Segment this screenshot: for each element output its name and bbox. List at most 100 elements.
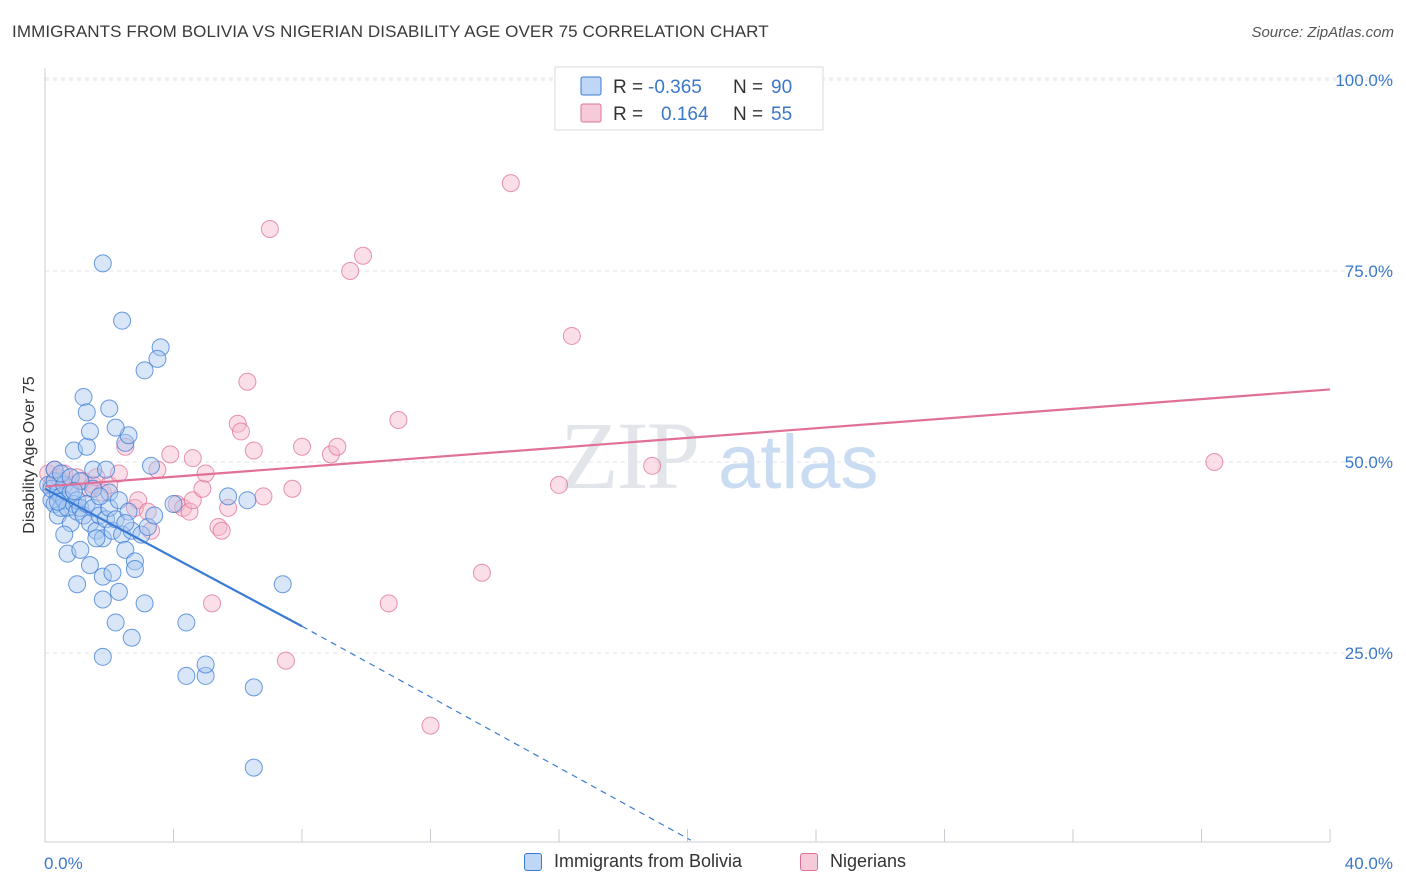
point-bolivia: [125, 559, 144, 578]
point-bolivia: [119, 502, 138, 521]
point-bolivia: [93, 590, 112, 609]
point-bolivia: [77, 403, 96, 422]
point-bolivia: [244, 758, 263, 777]
point-nigerians: [129, 491, 148, 510]
legend: R = -0.365 N = 90 R = 0.164 N = 55: [554, 66, 824, 131]
point-nigerians: [341, 262, 360, 280]
point-bolivia: [90, 487, 109, 506]
point-bolivia: [68, 575, 87, 594]
legend-n-value: 90: [771, 77, 792, 98]
y-tick-label: 25.0%: [1345, 644, 1393, 663]
legend-item-bolivia: Immigrants from Bolivia: [524, 851, 742, 872]
x-tick-label: 0.0%: [44, 854, 83, 873]
trend-lines: [44, 388, 1331, 841]
point-bolivia: [177, 613, 196, 632]
point-bolivia: [122, 628, 141, 647]
legend-swatch-bolivia: [524, 852, 542, 871]
y-tick-label: 50.0%: [1345, 453, 1393, 472]
point-nigerians: [116, 437, 135, 456]
point-bolivia: [125, 552, 144, 571]
point-bolivia: [151, 338, 170, 357]
point-nigerians: [472, 563, 491, 582]
point-bolivia: [93, 647, 112, 666]
point-bolivia: [113, 311, 132, 330]
trend-line-bolivia-extension: [301, 625, 692, 841]
point-bolivia: [106, 613, 125, 632]
axes: [44, 68, 1331, 843]
point-bolivia: [87, 529, 106, 548]
point-bolivia: [93, 529, 112, 548]
point-bolivia: [55, 525, 74, 544]
point-bolivia: [93, 254, 112, 273]
watermark: ZIP atlas: [560, 402, 879, 509]
point-bolivia: [77, 437, 96, 456]
point-nigerians: [501, 174, 520, 193]
point-bolivia: [93, 567, 112, 586]
point-bolivia: [97, 460, 116, 479]
y-tick-label: 75.0%: [1345, 262, 1393, 281]
point-bolivia: [80, 556, 99, 575]
point-nigerians: [183, 491, 202, 510]
point-bolivia: [116, 540, 135, 559]
point-bolivia: [64, 482, 83, 501]
legend-swatch-nigerians: [580, 103, 602, 123]
point-nigerians: [180, 502, 199, 521]
trend-line-nigerians: [44, 388, 1331, 488]
tick-labels: 25.0% 50.0% 75.0% 100.0% 0.0% 40.0%: [44, 71, 1393, 873]
point-bolivia: [273, 575, 292, 594]
point-bolivia: [135, 361, 154, 380]
point-nigerians: [238, 372, 257, 391]
point-bolivia: [87, 521, 106, 540]
point-nigerians: [231, 422, 250, 441]
point-bolivia: [219, 487, 238, 506]
data-points: [39, 174, 1224, 777]
point-bolivia: [138, 517, 157, 536]
point-nigerians: [244, 441, 263, 460]
point-bolivia: [135, 594, 154, 613]
legend-r-label: R =: [613, 77, 643, 98]
point-bolivia: [238, 491, 257, 510]
point-bolivia: [109, 582, 128, 601]
point-nigerians: [1205, 453, 1224, 471]
watermark-zip: ZIP: [560, 402, 698, 509]
point-bolivia: [148, 349, 167, 368]
legend-swatch-nigerians: [800, 852, 818, 871]
trend-line-bolivia: [44, 487, 303, 628]
point-nigerians: [354, 246, 373, 265]
chart-source: Source: ZipAtlas.com: [1251, 24, 1394, 41]
x-tick-label: 40.0%: [1345, 854, 1393, 873]
chart-title: IMMIGRANTS FROM BOLIVIA VS NIGERIAN DISA…: [12, 22, 769, 41]
bottom-legend: Immigrants from Bolivia Nigerians: [0, 851, 1406, 877]
legend-item-nigerians: Nigerians: [800, 851, 906, 872]
point-nigerians: [254, 487, 273, 506]
point-bolivia: [61, 468, 80, 487]
legend-n-label: N =: [733, 104, 763, 125]
point-nigerians: [283, 479, 302, 498]
legend-label-nigerians: Nigerians: [830, 851, 907, 871]
point-bolivia: [196, 655, 215, 674]
legend-label-bolivia: Immigrants from Bolivia: [554, 851, 743, 871]
point-nigerians: [203, 594, 222, 613]
point-bolivia: [74, 388, 93, 407]
point-bolivia: [80, 422, 99, 441]
point-bolivia: [142, 456, 161, 475]
legend-r-value: -0.365: [648, 77, 702, 98]
point-bolivia: [84, 460, 103, 479]
grid: [45, 77, 1393, 654]
point-nigerians: [562, 326, 581, 345]
point-nigerians: [328, 437, 347, 456]
point-bolivia: [100, 483, 119, 502]
point-nigerians: [389, 410, 408, 429]
legend-swatch-bolivia: [580, 76, 602, 96]
point-nigerians: [276, 651, 295, 670]
point-nigerians: [161, 445, 180, 464]
legend-n-value: 55: [771, 104, 792, 125]
point-bolivia: [100, 498, 119, 517]
legend-r-value: 0.164: [661, 104, 709, 125]
point-nigerians: [421, 716, 440, 735]
point-nigerians: [183, 449, 202, 468]
point-nigerians: [379, 594, 398, 613]
point-nigerians: [260, 219, 279, 238]
point-bolivia: [100, 399, 119, 418]
